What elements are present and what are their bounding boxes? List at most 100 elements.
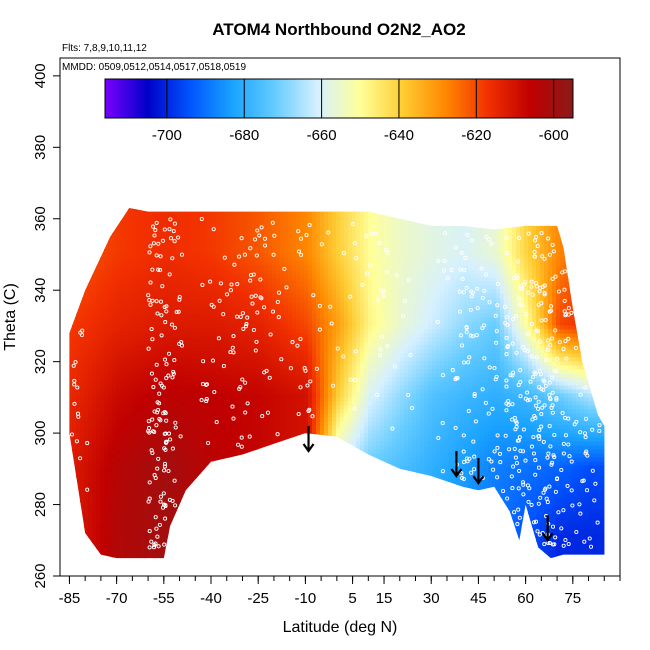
sample-point <box>561 451 566 456</box>
sample-point <box>542 542 547 547</box>
sample-point <box>72 382 77 387</box>
sample-point <box>298 336 303 342</box>
sample-point <box>474 333 479 338</box>
sample-point <box>495 475 500 480</box>
sample-point <box>162 461 168 466</box>
sample-point <box>484 234 489 240</box>
sample-point <box>529 444 534 449</box>
sample-point <box>160 284 165 289</box>
sample-point <box>365 271 370 276</box>
sample-point <box>458 333 463 338</box>
sample-point <box>179 252 185 257</box>
sample-point <box>335 346 340 351</box>
sample-point <box>85 487 90 492</box>
sample-point <box>493 313 498 318</box>
sample-point <box>510 486 515 491</box>
sample-point <box>212 389 217 395</box>
sample-point <box>461 476 466 482</box>
sample-point <box>75 385 80 390</box>
sample-point <box>153 515 158 520</box>
sample-point <box>515 438 520 443</box>
sample-point <box>459 471 464 476</box>
sample-point <box>154 220 159 225</box>
sample-point <box>530 417 535 422</box>
sample-point <box>79 332 85 338</box>
sample-point <box>532 249 537 255</box>
sample-point <box>173 503 178 508</box>
sample-point <box>595 520 600 525</box>
sample-point <box>204 382 209 387</box>
sample-point <box>538 339 543 344</box>
sample-point <box>471 439 476 444</box>
sample-point <box>457 309 463 314</box>
sample-point <box>148 302 153 307</box>
sample-point <box>490 406 495 411</box>
sample-point <box>240 311 245 316</box>
sample-point <box>453 245 458 250</box>
sample-point <box>237 254 242 259</box>
sample-point <box>516 259 521 264</box>
sample-point <box>549 405 554 410</box>
sample-point <box>308 379 313 384</box>
sample-point <box>154 423 159 428</box>
sample-point <box>563 311 569 317</box>
sample-point <box>556 289 561 294</box>
sample-point <box>514 461 519 466</box>
sample-point <box>505 251 510 256</box>
sample-point <box>540 405 545 410</box>
sample-point <box>152 473 157 478</box>
sample-point <box>162 446 167 451</box>
sample-point <box>239 444 244 449</box>
sample-point <box>464 325 469 330</box>
sample-point <box>284 285 289 290</box>
sample-point <box>495 303 500 308</box>
sample-point <box>161 491 166 496</box>
sample-point <box>152 233 157 238</box>
sample-point <box>520 449 526 454</box>
sample-point <box>172 221 177 226</box>
down-arrow-icon <box>450 450 463 478</box>
sample-point <box>578 392 583 397</box>
sample-point <box>504 384 509 389</box>
sample-point <box>511 316 516 322</box>
sample-point <box>250 301 255 306</box>
sample-point <box>408 353 413 358</box>
sample-point <box>525 348 531 353</box>
sample-point <box>550 242 555 247</box>
sample-point <box>148 280 153 285</box>
y-axis-label: Theta (C) <box>2 283 19 351</box>
sample-point <box>381 293 386 298</box>
sample-point <box>210 358 216 363</box>
sample-point <box>151 224 156 229</box>
sample-point <box>466 360 471 365</box>
sample-point <box>255 228 260 233</box>
sample-point <box>253 348 258 353</box>
sample-point <box>311 293 316 298</box>
sample-point <box>461 290 466 295</box>
sample-point <box>221 364 226 369</box>
sample-point <box>542 379 547 384</box>
sample-point <box>469 238 474 243</box>
sample-point <box>326 230 331 235</box>
colorbar-tick-label: -660 <box>307 127 337 144</box>
sample-point <box>504 315 509 320</box>
sample-point <box>214 420 219 425</box>
sample-point <box>230 345 235 350</box>
sample-point <box>459 250 464 255</box>
sample-point <box>156 241 161 246</box>
sample-point <box>578 430 583 435</box>
sample-point <box>392 364 397 369</box>
sample-point <box>379 288 384 293</box>
sample-point <box>162 357 168 362</box>
sample-point <box>584 488 590 493</box>
sample-point <box>201 359 206 364</box>
sample-point <box>567 454 572 459</box>
sample-point <box>592 498 597 503</box>
sample-point <box>531 374 536 380</box>
sample-point <box>547 424 552 429</box>
sample-point <box>458 267 463 272</box>
sample-point <box>537 532 542 537</box>
sample-point <box>299 236 304 241</box>
sample-point <box>254 253 259 258</box>
sample-point <box>168 217 173 222</box>
